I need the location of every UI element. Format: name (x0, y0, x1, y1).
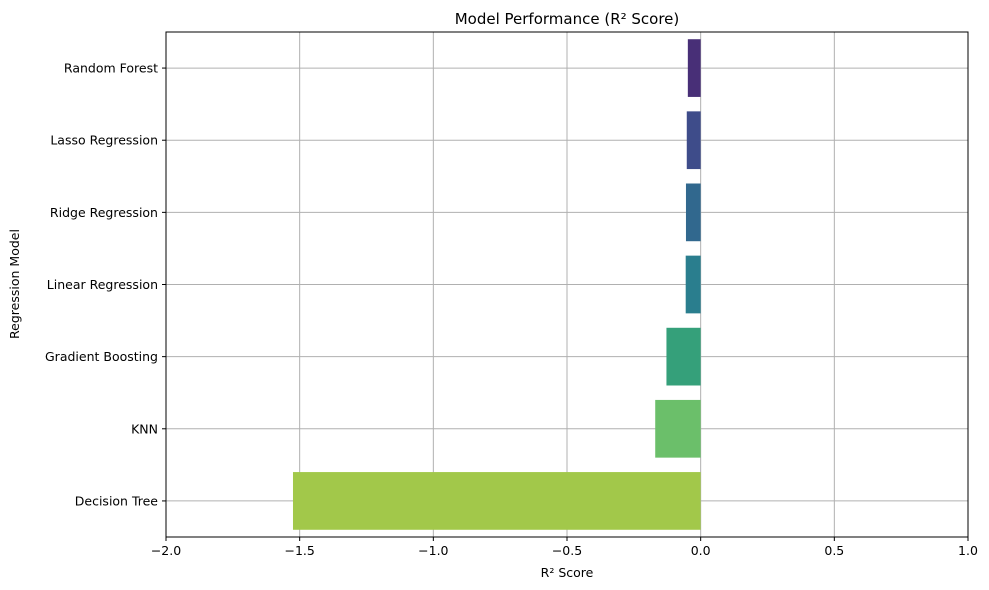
bar-knn (655, 399, 701, 458)
x-tick-label: 1.0 (958, 543, 978, 558)
x-axis-title: R² Score (541, 565, 594, 580)
y-tick-label: Gradient Boosting (45, 349, 158, 364)
y-tick-label: Linear Regression (47, 277, 158, 292)
x-tick-label: −2.0 (151, 543, 181, 558)
y-axis-title: Regression Model (7, 229, 22, 339)
bar-ridge-regression (685, 183, 701, 242)
y-tick-label: Random Forest (64, 61, 158, 76)
y-axis: Random Forest Lasso Regression Ridge Regre… (45, 61, 166, 508)
x-tick-label: 0.5 (824, 543, 844, 558)
y-tick-label: Decision Tree (75, 493, 159, 508)
y-tick-label: KNN (131, 421, 158, 436)
y-tick-label: Ridge Regression (50, 205, 158, 220)
grid (165, 32, 969, 537)
bar-random-forest (687, 39, 701, 97)
bar-linear-regression (685, 255, 701, 314)
x-axis: −2.0 −1.5 −1.0 −0.5 0.0 0.5 1.0 (151, 537, 978, 558)
y-tick-label: Lasso Regression (50, 133, 158, 148)
bar-gradient-boosting (666, 327, 701, 386)
x-tick-label: 0.0 (691, 543, 711, 558)
x-tick-label: −1.0 (418, 543, 448, 558)
bar-lasso-regression (686, 111, 701, 170)
chart-title: Model Performance (R² Score) (455, 10, 680, 28)
x-tick-label: −1.5 (284, 543, 314, 558)
x-tick-label: −0.5 (552, 543, 582, 558)
bars (292, 39, 701, 530)
bar-decision-tree (292, 472, 701, 530)
